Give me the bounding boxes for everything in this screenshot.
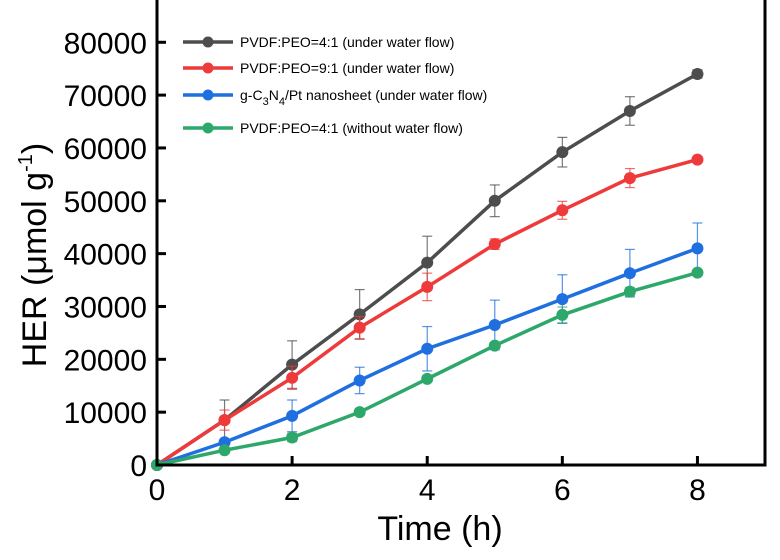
plot-marks: [151, 67, 704, 471]
data-point: [488, 238, 501, 251]
y-axis-label-exp: -1: [15, 154, 37, 172]
data-point: [353, 406, 366, 419]
data-point: [691, 67, 704, 80]
data-point: [218, 444, 231, 457]
data-point: [421, 342, 434, 355]
y-tick-label: 30000: [64, 291, 147, 324]
x-tick-label: 8: [689, 474, 706, 507]
series-3: [151, 266, 704, 471]
legend-label-part: PVDF:PEO=9:1 (under water flow): [240, 60, 454, 76]
legend: PVDF:PEO=4:1 (under water flow) PVDF:PEO=…: [183, 34, 487, 136]
data-point: [556, 293, 569, 306]
legend-label: g-C3N4/Pt nanosheet (under water flow): [240, 87, 487, 108]
legend-label-part: N: [269, 87, 279, 103]
legend-label: PVDF:PEO=4:1 (without water flow): [240, 120, 463, 136]
y-tick-label: 80000: [64, 27, 147, 60]
y-axis-label-close: ): [16, 143, 54, 154]
data-point: [488, 194, 501, 207]
data-point: [691, 242, 704, 255]
data-point: [353, 374, 366, 387]
legend-marker: [202, 89, 214, 101]
data-point: [218, 414, 231, 427]
data-point: [556, 204, 569, 217]
data-point: [623, 104, 636, 117]
legend-marker: [202, 62, 214, 74]
legend-label-part: g-C: [240, 87, 263, 103]
x-tick-label: 0: [149, 474, 166, 507]
series-1: [151, 153, 704, 471]
legend-marker: [202, 36, 214, 48]
data-point: [623, 172, 636, 185]
data-point: [623, 267, 636, 280]
legend-label-part: /Pt nanosheet (under water flow): [285, 87, 487, 103]
axis-frame: [155, 0, 767, 467]
legend-label: PVDF:PEO=4:1 (under water flow): [240, 34, 454, 50]
data-point: [691, 266, 704, 279]
data-point: [488, 339, 501, 352]
data-point: [286, 409, 299, 422]
y-tick-label: 10000: [64, 397, 147, 430]
legend-label: PVDF:PEO=9:1 (under water flow): [240, 60, 454, 76]
legend-label-part: PVDF:PEO=4:1 (under water flow): [240, 34, 454, 50]
data-point: [353, 308, 366, 321]
y-axis-label-main: HER (: [16, 274, 54, 367]
series-0: [151, 67, 704, 471]
legend-label-part: PVDF:PEO=4:1 (without water flow): [240, 120, 463, 136]
x-tick-label: 4: [419, 474, 436, 507]
data-point: [421, 372, 434, 385]
y-axis-label-unit: μmol g: [16, 172, 54, 275]
x-axis-label: Time (h): [377, 510, 502, 548]
data-point: [556, 146, 569, 159]
x-tick-label: 2: [284, 474, 301, 507]
data-point: [286, 431, 299, 444]
y-tick-label: 40000: [64, 239, 147, 272]
y-tick-label: 20000: [64, 344, 147, 377]
data-point: [286, 371, 299, 384]
y-tick-label: 0: [130, 450, 147, 483]
legend-label-part: 4: [279, 96, 285, 108]
data-point: [353, 321, 366, 334]
data-point: [421, 280, 434, 293]
legend-marker: [202, 122, 214, 134]
y-tick-label: 50000: [64, 186, 147, 219]
axes: 0 2 4 6 8 0 10000 20000 30000 40000 50000 60000 7000…: [64, 0, 767, 507]
data-point: [488, 318, 501, 331]
data-point: [421, 256, 434, 269]
legend-label-part: 3: [263, 96, 269, 108]
data-point: [286, 358, 299, 371]
x-tick-label: 6: [554, 474, 571, 507]
y-tick-label: 60000: [64, 133, 147, 166]
y-axis-label: HER (μmol g-1): [15, 143, 54, 367]
data-point: [623, 285, 636, 298]
series-line: [156, 157, 698, 467]
data-point: [691, 153, 704, 166]
data-point: [556, 308, 569, 321]
y-tick-label: 70000: [64, 80, 147, 113]
